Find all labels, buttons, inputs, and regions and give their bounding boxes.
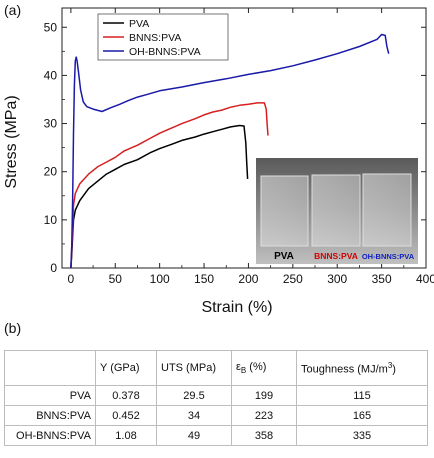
header-uts: UTS (MPa) [156,350,232,386]
row-name: PVA [4,385,96,406]
photo-label-oh-bnns-pva: OH-BNNS:PVA [362,252,415,261]
x-tick-label: 50 [109,272,123,286]
y-axis-label: Stress (MPa) [3,95,20,188]
legend-label-bnns-pva: BNNS:PVA [129,32,181,44]
axes: 0 50 100 150 200 250 300 350 400 0 10 20 30 40 50 [44,7,434,286]
y-tick-label: 40 [44,68,58,82]
plot-frame [61,7,427,269]
y-tick-label: 20 [44,165,58,179]
cell-y: 0.378 [95,385,157,406]
inset-photo: PVA BNNS:PVA OH-BNNS:PVA [256,158,418,264]
legend-label-oh-bnns-pva: OH-BNNS:PVA [129,46,201,58]
series-layer [70,33,390,269]
cell-y: 1.08 [95,425,157,446]
row-name: BNNS:PVA [4,405,96,426]
header-toughness: Toughness (MJ/m3) [296,350,428,386]
x-tick-label: 300 [327,272,347,286]
series-line-2 [70,33,390,269]
cell-y: 0.452 [95,405,157,426]
header-strain-at-break: εB (%) [231,350,297,386]
header-empty [4,350,96,386]
table-row: BNNS:PVA 0.452 34 223 165 [4,405,428,426]
y-tick-label: 0 [50,261,57,275]
table-header-row: Y (GPa) UTS (MPa) εB (%) Toughness (MJ/m… [4,350,428,386]
legend: PVA BNNS:PVA OH-BNNS:PVA [97,13,229,61]
photo-label-pva: PVA [274,251,294,262]
x-tick-label: 150 [194,272,214,286]
x-tick-label: 100 [150,272,170,286]
x-tick-label: 250 [283,272,303,286]
cell-eps: 199 [231,385,297,406]
cell-toughness: 335 [296,425,428,446]
photo-label-bnns-pva: BNNS:PVA [314,251,358,261]
legend-label-pva: PVA [129,18,149,30]
y-tick-label: 50 [44,20,58,34]
x-tick-label: 200 [238,272,258,286]
y-tick-label: 30 [44,117,58,131]
y-tick-label: 10 [44,213,58,227]
row-name: OH-BNNS:PVA [4,425,96,446]
series-line-1 [70,102,269,269]
cell-toughness: 115 [296,385,428,406]
header-youngs-modulus: Y (GPa) [95,350,157,386]
cell-uts: 34 [156,405,232,426]
panel-label-b: (b) [4,320,22,336]
stress-strain-chart: 0 50 100 150 200 250 300 350 400 0 10 20 30 40 50 PVA … [3,7,434,316]
film-bnns-pva [311,174,361,247]
series-line-0 [70,124,249,269]
x-tick-label: 350 [372,272,392,286]
table-row: PVA 0.378 29.5 199 115 [4,385,428,406]
x-tick-label: 0 [68,272,75,286]
cell-eps: 358 [231,425,297,446]
film-oh-bnns-pva [362,173,412,247]
cell-uts: 49 [156,425,232,446]
cell-toughness: 165 [296,405,428,426]
x-axis-label: Strain (%) [201,299,272,316]
x-tick-label: 400 [416,272,434,286]
properties-table: Y (GPa) UTS (MPa) εB (%) Toughness (MJ/m… [4,350,428,446]
table-row: OH-BNNS:PVA 1.08 49 358 335 [4,425,428,446]
panel-label-a: (a) [4,2,22,18]
cell-eps: 223 [231,405,297,426]
film-pva [260,175,309,247]
cell-uts: 29.5 [156,385,232,406]
